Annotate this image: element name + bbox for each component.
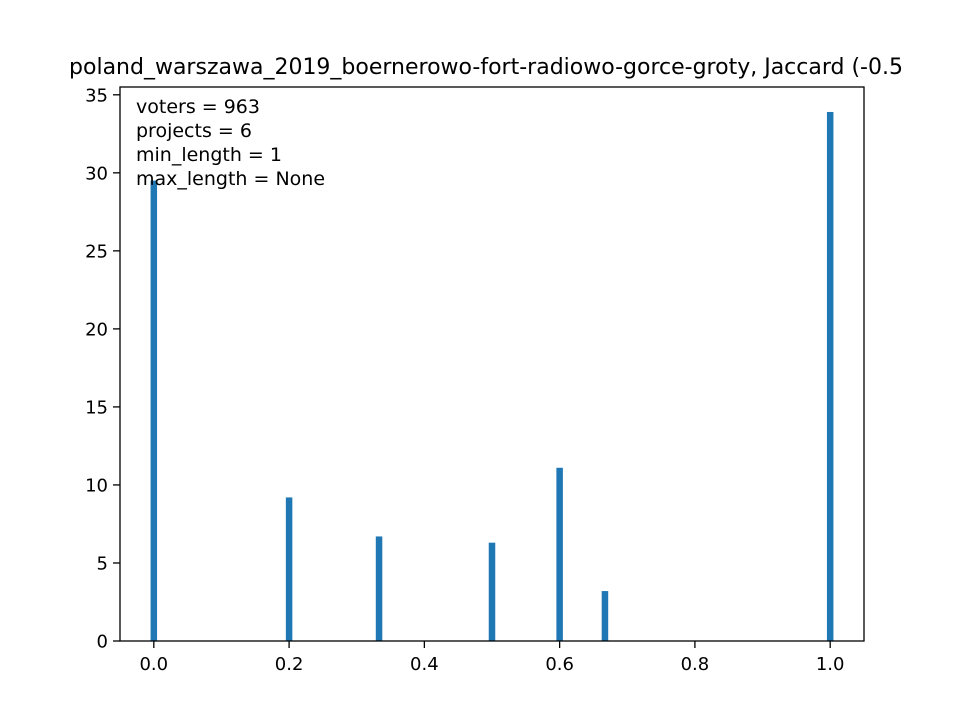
bars-layer: [150, 111, 834, 642]
y-tick-label: 25: [85, 241, 108, 262]
x-tick-label: 1.0: [816, 654, 845, 675]
x-axis: 0.0 0.2 0.4 0.6 0.8 1.0: [139, 641, 845, 675]
y-tick-label: 30: [85, 163, 108, 184]
chart-title: poland_warszawa_2019_boernerowo-fort-rad…: [69, 55, 903, 80]
bar-4: [556, 467, 563, 641]
y-tick-label: 5: [97, 553, 108, 574]
y-tick-label: 0: [97, 632, 108, 653]
x-tick-label: 0.6: [545, 654, 574, 675]
x-tick-label: 0.4: [410, 654, 439, 675]
bar-0: [150, 180, 158, 642]
y-axis: 0 5 10 15 20 25 30 35: [85, 85, 120, 653]
x-tick-label: 0.8: [681, 654, 710, 675]
y-tick-label: 20: [85, 319, 108, 340]
x-tick-label: 0.0: [139, 654, 168, 675]
annotation-line: max_length = None: [136, 168, 325, 190]
bar-6: [826, 111, 834, 642]
plot-area-frame: [119, 86, 865, 642]
y-tick-label: 35: [85, 85, 108, 106]
annotation-line: voters = 963: [136, 96, 260, 118]
annotation-line: projects = 6: [136, 120, 252, 142]
bar-3: [488, 542, 496, 641]
y-tick-label: 10: [85, 475, 108, 496]
bar-5: [601, 591, 609, 641]
bar-1: [285, 497, 293, 641]
x-tick-label: 0.2: [275, 654, 304, 675]
bar-2: [375, 536, 383, 641]
annotation-line: min_length = 1: [136, 144, 282, 166]
y-tick-label: 15: [85, 397, 108, 418]
